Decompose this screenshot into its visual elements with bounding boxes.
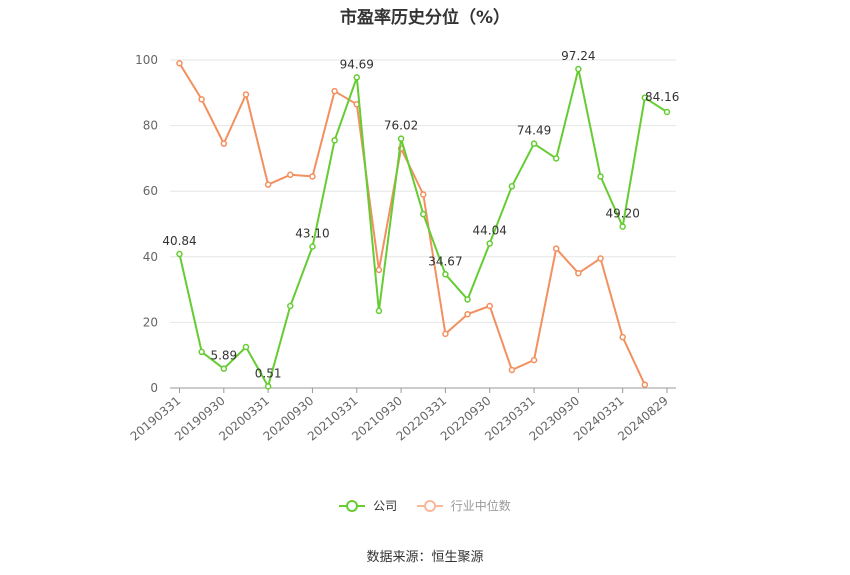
data-label-company: 0.51: [255, 366, 282, 380]
data-label-company: 76.02: [384, 119, 418, 133]
data-point-company: [397, 135, 405, 142]
data-point-company: [287, 302, 294, 310]
data-point-company: [220, 365, 228, 372]
data-point-industry-median: [597, 255, 604, 262]
data-point-company: [353, 74, 361, 81]
legend-label-industry-median: 行业中位数: [450, 499, 511, 513]
data-point-industry-median: [552, 245, 560, 252]
data-point-company: [242, 343, 250, 351]
data-point-industry-median: [331, 87, 338, 95]
data-point-industry-median: [198, 96, 205, 103]
data-label-company: 97.24: [561, 49, 595, 63]
data-point-industry-median: [220, 140, 228, 147]
axis-layer: 0204060801002019033120190930202003312020…: [128, 53, 676, 444]
grid-layer: [170, 59, 676, 323]
data-point-company: [486, 240, 493, 247]
data-point-industry-median: [309, 173, 316, 180]
data-point-company: [530, 140, 538, 147]
data-point-company: [331, 137, 338, 144]
data-point-industry-median: [176, 60, 183, 67]
data-source: 数据来源：恒生聚源: [366, 550, 484, 565]
legend-item-company[interactable]: 公司: [339, 497, 397, 514]
data-point-company: [375, 307, 383, 315]
data-point-industry-median: [464, 310, 471, 318]
series-line-industry-median: [178, 62, 646, 386]
data-point-company: [198, 348, 205, 356]
legend-item-industry-median[interactable]: 行业中位数: [416, 497, 511, 514]
data-point-industry-median: [420, 191, 427, 198]
data-point-company: [663, 108, 671, 116]
chart-title: 市盈率历史分位（%）: [339, 8, 511, 28]
data-label-company: 84.16: [645, 90, 679, 104]
data-point-industry-median: [486, 302, 493, 310]
series-line-company: [178, 68, 668, 388]
data-point-company: [309, 243, 316, 250]
y-tick-label: 0: [150, 381, 158, 395]
data-label-company: 5.89: [210, 349, 237, 363]
data-point-company: [264, 383, 272, 390]
data-label-company: 34.67: [428, 254, 462, 268]
data-point-industry-median: [242, 91, 250, 98]
data-point-company: [597, 173, 604, 180]
data-point-industry-median: [375, 266, 383, 274]
data-point-industry-median: [264, 181, 272, 188]
data-point-industry-median: [641, 381, 649, 388]
data-point-company: [619, 223, 626, 230]
legend: 公司 行业中位数: [0, 497, 850, 514]
data-point-industry-median: [530, 356, 538, 364]
data-point-industry-median: [287, 171, 294, 179]
y-tick-label: 40: [143, 250, 158, 264]
data-label-company: 94.69: [340, 57, 374, 71]
data-point-company: [552, 155, 560, 162]
data-label-company: 44.04: [473, 224, 507, 238]
data-point-industry-median: [442, 330, 449, 338]
y-tick-label: 80: [143, 119, 158, 133]
legend-swatch-company: [339, 499, 366, 513]
data-point-company: [575, 65, 582, 73]
data-point-company: [464, 296, 471, 303]
chart-svg: 0204060801002019033120190930202003312020…: [128, 49, 680, 444]
data-point-company: [176, 250, 183, 258]
data-point-industry-median: [575, 269, 582, 277]
data-point-company: [641, 94, 649, 101]
data-label-company: 40.84: [162, 234, 196, 248]
legend-swatch-industry: [416, 499, 443, 513]
data-label-company: 43.10: [295, 227, 329, 241]
y-tick-label: 100: [135, 53, 158, 67]
data-point-company: [508, 183, 516, 190]
y-tick-label: 60: [143, 184, 158, 198]
series-layer: [176, 60, 671, 390]
data-point-company: [420, 210, 427, 218]
y-tick-label: 20: [143, 315, 158, 329]
label-layer: 40.84 5.89 0.51 43.10 94.69 76.02 34.67 44.04 74…: [162, 49, 679, 380]
data-label-company: 49.20: [606, 207, 640, 221]
data-label-company: 74.49: [517, 124, 551, 138]
legend-label-company: 公司: [373, 499, 398, 513]
data-point-industry-median: [619, 333, 626, 341]
data-point-industry-median: [508, 366, 516, 374]
data-point-company: [442, 271, 449, 278]
